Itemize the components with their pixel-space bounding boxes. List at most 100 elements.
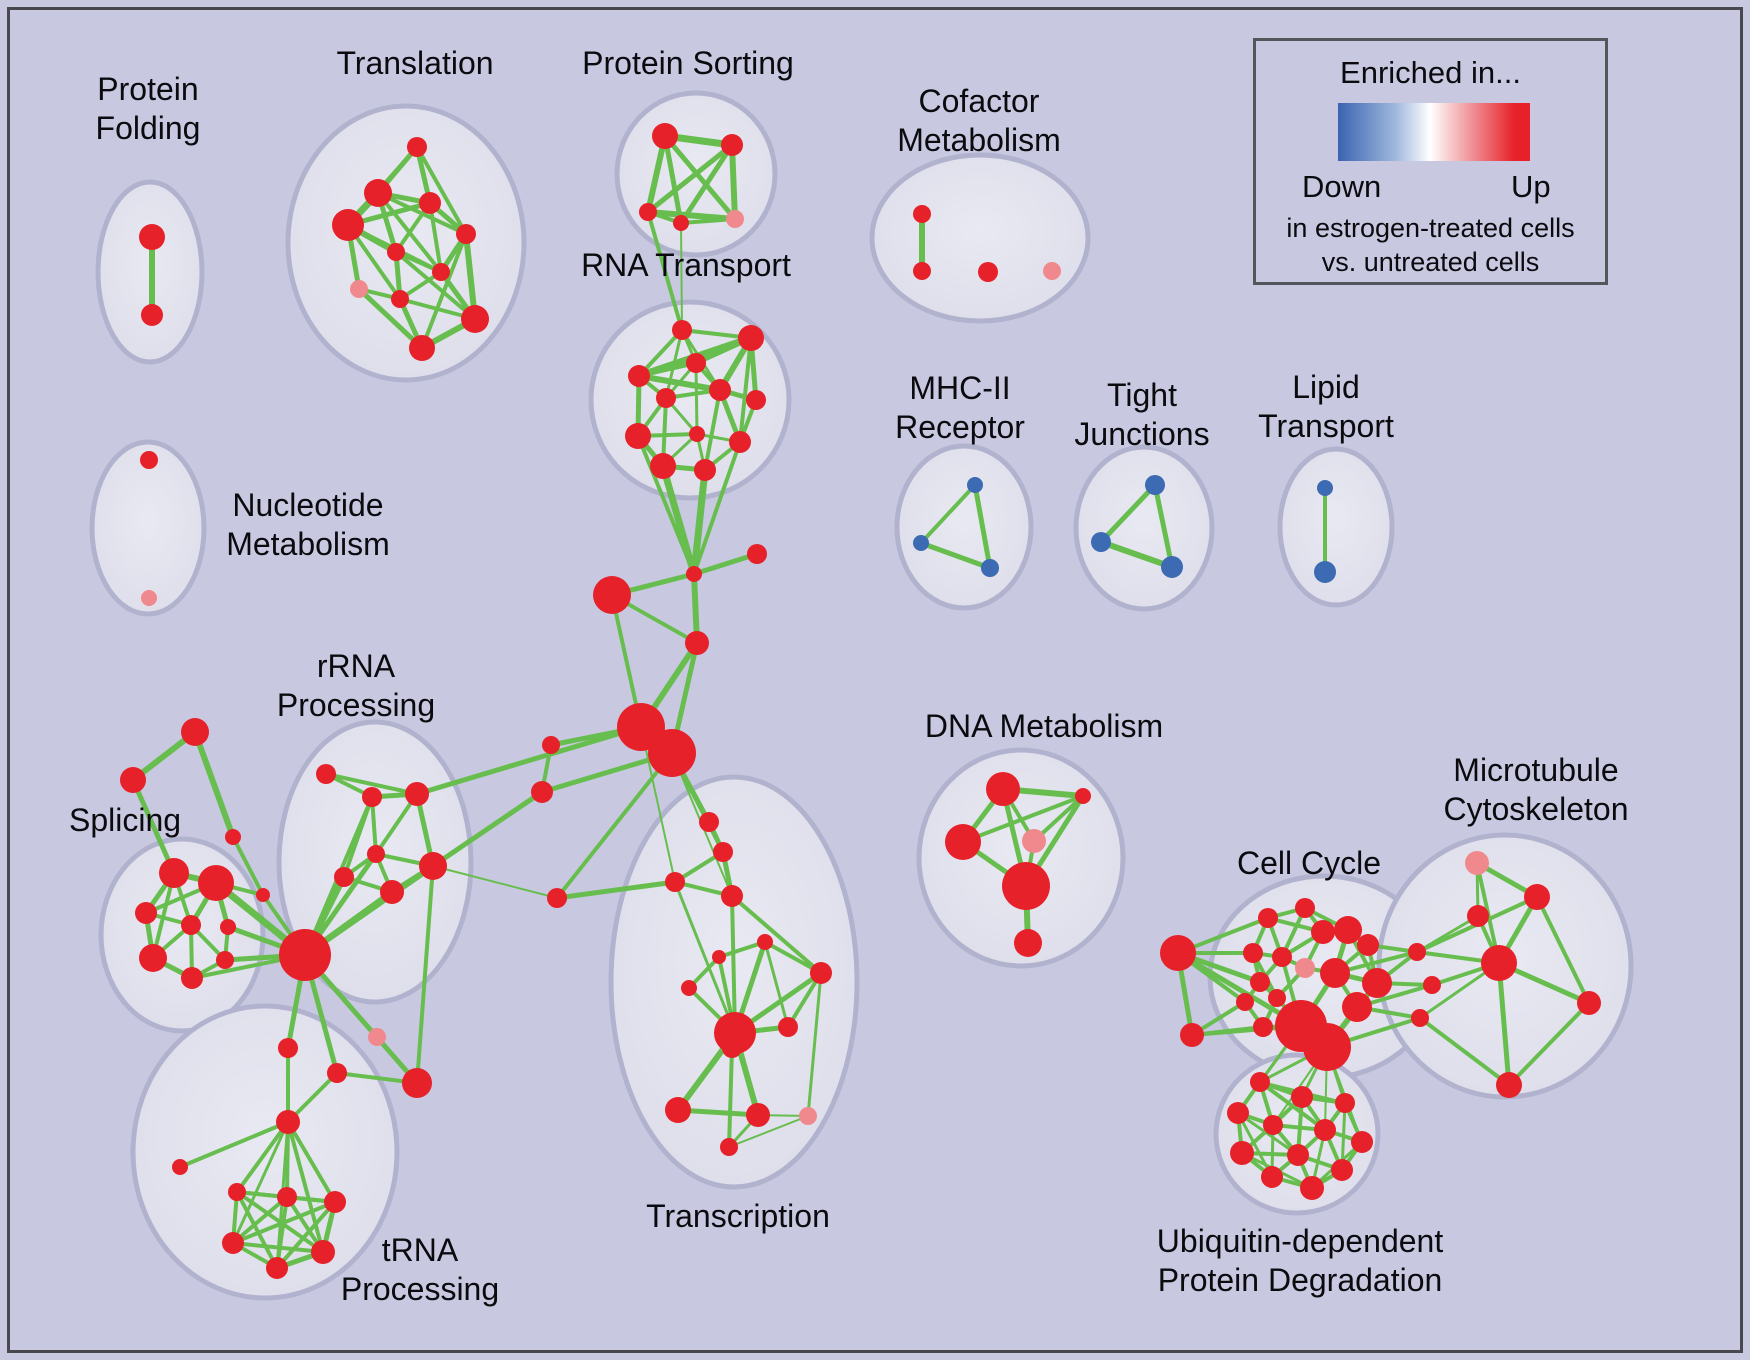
edge-h5-w4 xyxy=(231,1120,290,1245)
node-t7 xyxy=(432,263,450,281)
node-bn xyxy=(547,888,567,908)
edge-x11-x15 xyxy=(727,1046,734,1149)
node-e8 xyxy=(1250,972,1270,992)
node-r7 xyxy=(746,390,766,410)
node-e13 xyxy=(1268,989,1286,1007)
edge-a1-a3 xyxy=(324,772,419,796)
node-x8 xyxy=(681,980,697,996)
legend-subtitle-line1: in estrogen-treated cells xyxy=(1286,213,1575,243)
edge-r3-r9 xyxy=(694,361,699,436)
node-b3 xyxy=(402,1068,432,1098)
node-r4 xyxy=(628,365,650,387)
node-e00 xyxy=(1180,1023,1204,1047)
node-q3 xyxy=(135,902,157,924)
edge-u4-u9 xyxy=(1236,1111,1300,1157)
node-v3 xyxy=(1467,905,1489,927)
edge-s2-s5 xyxy=(729,142,738,222)
edge-r5-r12 xyxy=(703,388,722,472)
edge-h5-w5 xyxy=(286,1120,325,1254)
cluster-ellipse-nucleotide-metabolism xyxy=(89,439,207,617)
node-w1 xyxy=(228,1183,246,1201)
node-n2 xyxy=(141,590,157,606)
node-r11 xyxy=(650,453,676,479)
node-f1 xyxy=(1408,943,1426,961)
node-w2 xyxy=(277,1187,297,1207)
node-t9 xyxy=(391,290,409,308)
node-u5 xyxy=(1263,1115,1283,1135)
node-t10 xyxy=(461,305,489,333)
legend-title: Enriched in... xyxy=(1340,55,1521,90)
node-u9 xyxy=(1287,1144,1309,1166)
node-q9 xyxy=(256,888,270,902)
edge-x5-x10 xyxy=(763,940,790,1029)
node-p3 xyxy=(225,829,241,845)
node-x2 xyxy=(713,842,733,862)
node-s3 xyxy=(639,203,657,221)
node-k1 xyxy=(542,736,560,754)
node-m2 xyxy=(913,535,929,551)
node-t8 xyxy=(350,280,368,298)
node-e14 xyxy=(1253,1017,1273,1037)
node-x4 xyxy=(721,885,743,907)
edge-p2-q1 xyxy=(130,777,177,876)
node-x7 xyxy=(810,962,832,984)
node-x11 xyxy=(722,1038,742,1058)
edge-w1-w6 xyxy=(235,1190,279,1270)
node-pf2 xyxy=(141,304,163,326)
node-x1 xyxy=(699,812,719,832)
edge-t3-t7 xyxy=(428,201,443,274)
node-eb2 xyxy=(1303,1023,1351,1071)
network-nodes xyxy=(120,123,1601,1279)
node-v6 xyxy=(1496,1072,1522,1098)
node-e9 xyxy=(1320,958,1350,988)
edge-b3-a7 xyxy=(415,864,435,1085)
edge-x14-x15 xyxy=(728,1115,809,1148)
edge-h5-lo xyxy=(178,1120,290,1169)
node-b4 xyxy=(368,1028,386,1046)
node-x6 xyxy=(712,950,726,964)
node-s5 xyxy=(726,210,744,228)
node-u12 xyxy=(1300,1176,1324,1200)
edge-h5-w3 xyxy=(286,1120,337,1204)
node-e6 xyxy=(1272,947,1292,967)
node-c3 xyxy=(978,262,998,282)
node-q2 xyxy=(198,865,234,901)
node-b2 xyxy=(327,1063,347,1083)
node-x14 xyxy=(799,1107,817,1125)
edge-j2-j3 xyxy=(1098,539,1175,570)
edge-w4-w5 xyxy=(231,1241,325,1254)
node-x15 xyxy=(720,1138,738,1156)
edge-t1-t5 xyxy=(415,145,468,236)
node-e2 xyxy=(1295,898,1315,918)
node-w4 xyxy=(222,1232,244,1254)
edge-bn-x3 xyxy=(554,879,678,901)
cluster-ellipse-cofactor-metabolism xyxy=(869,152,1091,324)
edge-f3-v6 xyxy=(1418,1016,1511,1087)
edge-j1-j2 xyxy=(1098,482,1158,545)
edge-a7-k2 xyxy=(430,789,545,869)
node-t1 xyxy=(407,137,427,157)
cluster-ellipse-lipid-transport xyxy=(1277,446,1395,608)
node-a1 xyxy=(316,764,336,784)
edge-r8-h1 xyxy=(636,434,696,576)
node-d2 xyxy=(1075,788,1091,804)
node-u11 xyxy=(1261,1166,1283,1188)
node-t5 xyxy=(456,224,476,244)
node-h1 xyxy=(686,566,702,582)
edge-x3-x9 xyxy=(673,880,737,1035)
node-a3 xyxy=(405,782,429,806)
node-e4 xyxy=(1334,916,1362,944)
node-x3 xyxy=(665,872,685,892)
edge-bn-g2 xyxy=(555,751,674,900)
node-x13 xyxy=(746,1103,770,1127)
node-r1 xyxy=(672,320,692,340)
node-u10 xyxy=(1331,1159,1353,1181)
node-e10 xyxy=(1357,934,1379,956)
node-e3 xyxy=(1311,920,1335,944)
node-d1 xyxy=(986,772,1020,806)
node-r2 xyxy=(738,325,764,351)
node-d4 xyxy=(1022,829,1046,853)
node-a7 xyxy=(419,852,447,880)
node-e11 xyxy=(1362,968,1392,998)
